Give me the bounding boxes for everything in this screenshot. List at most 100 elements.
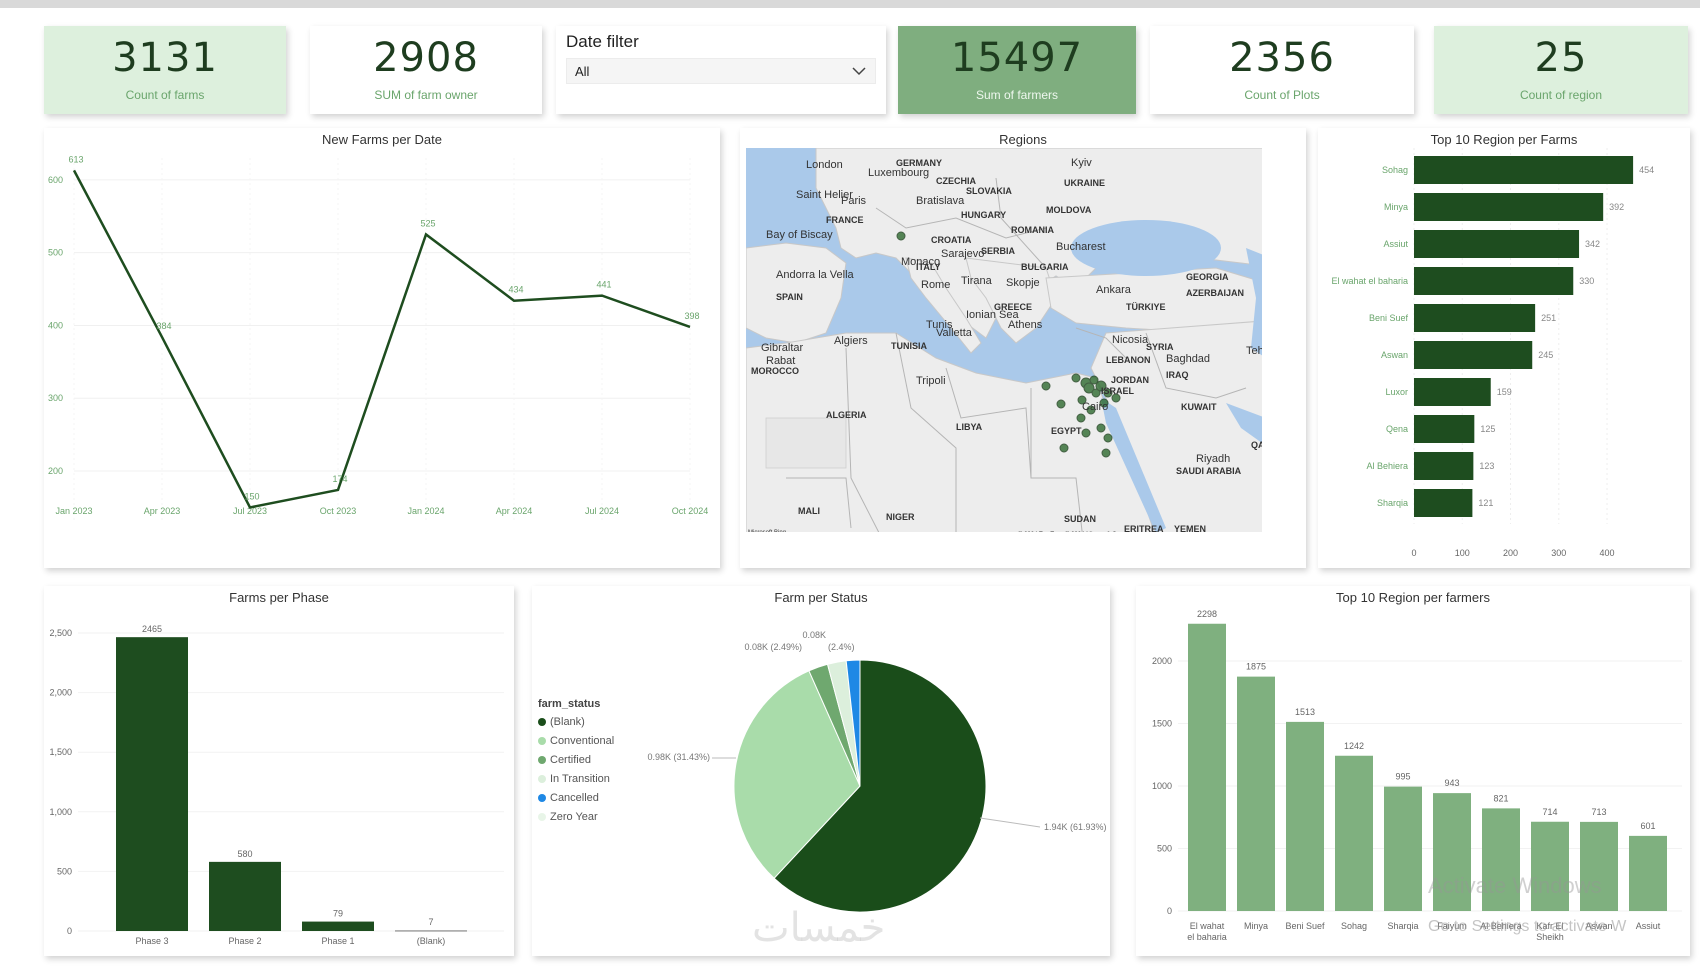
legend-label: In Transition (550, 773, 610, 785)
data-label: 2465 (142, 624, 162, 634)
category-label: Faiyum (1437, 921, 1467, 931)
map-place-label: EGYPT (1051, 426, 1082, 436)
date-filter-title: Date filter (566, 32, 639, 51)
slice-label: 0.08K (802, 630, 826, 640)
map-place-label: Tripoli (916, 375, 946, 387)
bar (302, 921, 374, 931)
kpi-count-of-farms: 3131 Count of farms (44, 26, 286, 114)
bar (1414, 415, 1475, 443)
map-place-label: SAUDI ARABIA (1176, 466, 1242, 476)
category-label: Beni Suef (1285, 921, 1325, 931)
bar (1414, 267, 1574, 295)
map-place-label: KUWAIT (1181, 402, 1217, 412)
legend-item[interactable]: (Blank) (538, 716, 614, 728)
farm-per-status-panel: Farm per Status farm_status (Blank) Conve… (532, 586, 1110, 956)
regions-map[interactable]: London GERMANY Kyiv UKRAINE CZECHIA Luxembour… (746, 148, 1262, 532)
map-place-label: Ankara (1096, 284, 1132, 296)
category-label: Qena (1386, 424, 1408, 434)
data-label: 159 (1497, 387, 1512, 397)
category-label: Sohag (1382, 165, 1408, 175)
category-label: Beni Suef (1369, 313, 1409, 323)
bar (1531, 821, 1569, 911)
khamsat-logo: خمسات (752, 905, 886, 951)
data-label: 821 (1493, 793, 1508, 803)
map-place-label: Bratislava (916, 195, 965, 207)
x-tick-label: Jul 2024 (585, 506, 619, 516)
map-place-label: MOLDOVA (1046, 205, 1092, 215)
map-place-label: SERBIA (981, 246, 1016, 256)
map-place-label: Bay of Biscay (766, 229, 833, 241)
kpi-value: 3131 (112, 35, 218, 81)
y-tick-label: 2,000 (49, 688, 72, 698)
x-tick-label: 200 (1503, 548, 1518, 558)
new-farms-panel: New Farms per Date 600 500 400 300 200 Jan 20… (44, 128, 720, 568)
map-place-label: Bucharest (1056, 241, 1106, 253)
slice-label: 0.98K (31.43%) (647, 752, 710, 762)
map-place-label: GREECE (994, 302, 1032, 312)
date-filter-value: All (575, 63, 590, 79)
map-place-label: IRAQ (1166, 370, 1189, 380)
bar (1414, 378, 1491, 406)
data-label: 441 (596, 280, 611, 290)
category-label: Phase 3 (135, 936, 168, 946)
legend-label: Certified (550, 754, 591, 766)
kpi-label: Count of region (1519, 88, 1603, 102)
map-place-label: BULGARIA (1021, 262, 1069, 272)
map-place-label: Rabat (766, 355, 795, 367)
legend-item[interactable]: Cancelled (538, 792, 614, 804)
chart-title: New Farms per Date (322, 132, 442, 147)
bar (1414, 304, 1536, 332)
map-place-label: Tunis (926, 319, 953, 331)
bar (1433, 793, 1471, 911)
chart-title: Top 10 Region per Farms (1430, 132, 1578, 147)
map-place-label: AZERBAIJAN (1186, 288, 1244, 298)
legend-item[interactable]: Conventional (538, 735, 614, 747)
legend-item[interactable]: In Transition (538, 773, 614, 785)
data-label: 943 (1444, 778, 1459, 788)
bar (1384, 786, 1422, 911)
y-tick-label: 200 (48, 466, 63, 476)
bar (1629, 835, 1667, 911)
kpi-label: Count of farms (125, 88, 205, 102)
legend-item[interactable]: Certified (538, 754, 614, 766)
x-tick-label: Oct 2023 (320, 506, 357, 516)
legend-swatch (538, 756, 546, 764)
farms-per-phase-chart: 2,500 2,000 1,500 1,000 500 0 2465 Phase 3 580 Ph… (49, 624, 504, 946)
pie-slice (845, 659, 861, 787)
date-filter: Date filter All (556, 26, 886, 114)
map-place-label: GEORGIA (1186, 272, 1229, 282)
map-place-label: Cairo (1082, 401, 1108, 413)
map-title: Regions (999, 132, 1047, 147)
y-tick-label: 2,500 (49, 628, 72, 638)
bar (1414, 156, 1634, 184)
map-place-label: UKRAINE (1064, 178, 1105, 188)
category-label: Phase 1 (321, 936, 354, 946)
map-place-label: Paris (841, 195, 867, 207)
data-label: 714 (1542, 807, 1557, 817)
data-label: 995 (1395, 772, 1410, 782)
category-label: Aswan (1381, 350, 1408, 360)
legend-swatch (538, 775, 546, 783)
kpi-value: 2356 (1229, 35, 1335, 81)
map-place-label: Gibraltar (761, 342, 804, 354)
map-place-label: London (806, 159, 843, 171)
top10-region-farmers-chart: 2000 1500 1000 500 0 2298 El wahat el baharia 18… (1152, 609, 1682, 942)
bar (116, 637, 188, 931)
top10-region-farms-chart: 0 100 200 300 400 Sohag 454 Minya 392 Assiut 342 El… (1331, 148, 1654, 558)
new-farms-line-chart: 600 500 400 300 200 Jan 2023 Apr 2023 Jul 2023 O… (48, 154, 708, 522)
map-place-label: TUNISIA (891, 341, 928, 351)
activate-windows-watermark: Activate Windows (1428, 873, 1602, 898)
legend-item[interactable]: Zero Year (538, 811, 614, 823)
map-svg: London GERMANY Kyiv UKRAINE CZECHIA Luxembour… (746, 148, 1262, 532)
map-place-label: Tehr (1246, 345, 1262, 357)
data-label: 245 (1538, 350, 1553, 360)
x-tick-label: 300 (1551, 548, 1566, 558)
map-place-label: Nicosia (1112, 334, 1149, 346)
legend-swatch (538, 794, 546, 802)
x-tick-label: Apr 2024 (496, 506, 533, 516)
line-series (72, 169, 691, 509)
bar (1482, 808, 1520, 911)
date-filter-dropdown[interactable]: All (566, 58, 876, 84)
data-label: 580 (237, 849, 252, 859)
farm-per-status-pie: 1.94K (61.93%) 0.98K (31.43%) 0.08K (2.49%… (647, 630, 1107, 913)
